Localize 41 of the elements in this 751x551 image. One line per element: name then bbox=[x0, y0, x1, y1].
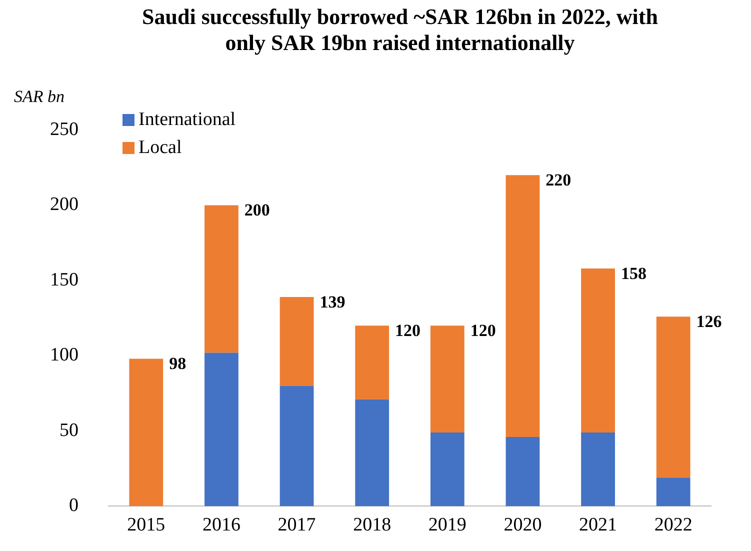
total-label: 220 bbox=[546, 170, 572, 190]
bar bbox=[581, 432, 615, 506]
x-tick-label: 2021 bbox=[579, 514, 618, 536]
x-tick-label: 2017 bbox=[278, 514, 316, 536]
chart-title: Saudi successfully borrowed ~SAR 126bn in 2022, with only SAR 19bn raised internationally bbox=[141, 4, 659, 56]
total-label: 158 bbox=[620, 264, 646, 283]
bar bbox=[430, 432, 464, 506]
total-label: 139 bbox=[320, 292, 346, 312]
bar bbox=[204, 205, 238, 353]
bar bbox=[355, 326, 390, 400]
bar bbox=[355, 399, 390, 506]
y-tick-label: 50 bbox=[60, 420, 78, 441]
x-tick-label: 2018 bbox=[353, 514, 392, 536]
legend-label: International bbox=[138, 108, 236, 130]
y-axis-title: SAR bn bbox=[14, 86, 65, 106]
bar bbox=[129, 358, 164, 506]
x-tick-label: 2020 bbox=[504, 514, 542, 536]
y-tick-label: 150 bbox=[50, 269, 78, 290]
x-tick-label: 2015 bbox=[127, 514, 166, 536]
bar bbox=[280, 297, 314, 386]
y-tick-label: 100 bbox=[50, 344, 78, 366]
bar bbox=[204, 352, 238, 506]
total-label: 98 bbox=[169, 354, 186, 374]
bar bbox=[656, 478, 690, 506]
bar bbox=[430, 326, 464, 432]
bar bbox=[506, 436, 540, 506]
total-label: 120 bbox=[470, 321, 496, 340]
y-tick-label: 200 bbox=[50, 194, 78, 216]
total-label: 200 bbox=[244, 200, 270, 220]
x-tick-label: 2022 bbox=[654, 514, 692, 536]
x-tick-label: 2019 bbox=[428, 514, 466, 536]
bar bbox=[280, 386, 314, 506]
total-label: 120 bbox=[395, 321, 421, 340]
bar bbox=[506, 175, 540, 437]
bar bbox=[581, 268, 615, 432]
legend-label: Local bbox=[138, 136, 182, 158]
x-tick-label: 2016 bbox=[202, 514, 240, 536]
y-tick-label: 0 bbox=[69, 495, 78, 516]
bar bbox=[656, 316, 690, 478]
y-tick-label: 250 bbox=[50, 118, 78, 140]
total-label: 126 bbox=[696, 312, 722, 331]
